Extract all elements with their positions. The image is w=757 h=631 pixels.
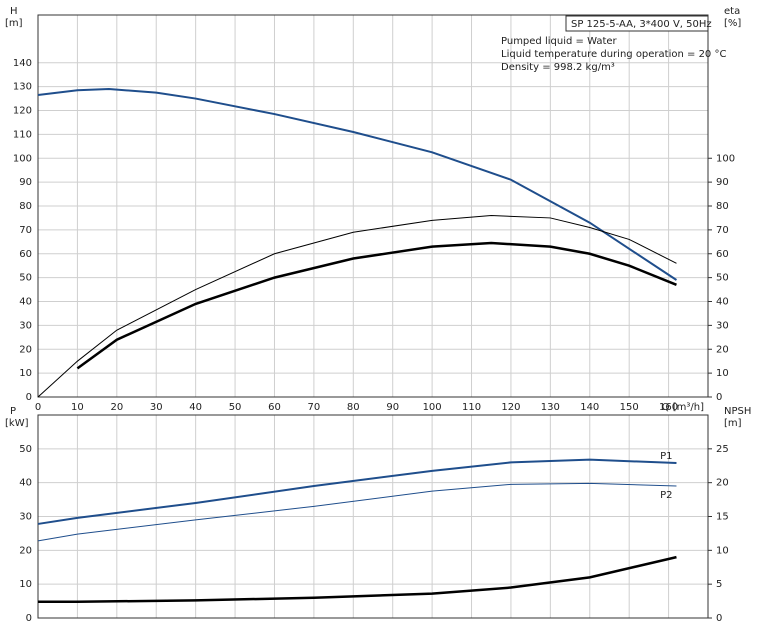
y2-tick-label: 50 bbox=[716, 273, 729, 284]
annotation-box bbox=[565, 15, 709, 32]
y2-tick-label: 10 bbox=[716, 545, 729, 556]
y2-tick-label: 20 bbox=[716, 478, 729, 489]
x-tick-label: 80 bbox=[347, 402, 360, 413]
series-line bbox=[38, 555, 677, 604]
y-tick-label: 70 bbox=[19, 225, 32, 236]
y2-tick-label: 0 bbox=[716, 392, 722, 403]
y2-tick-label: 20 bbox=[716, 344, 729, 355]
y2-tick-label: 0 bbox=[716, 613, 722, 624]
y-tick-label: 40 bbox=[19, 478, 32, 489]
y2-tick-label: 10 bbox=[716, 368, 729, 379]
y2-unit: [m] bbox=[724, 418, 742, 429]
y2-tick-label: 40 bbox=[716, 297, 729, 308]
x-tick-label: 20 bbox=[110, 402, 123, 413]
y-label: P bbox=[10, 406, 16, 417]
x-tick-label: 50 bbox=[229, 402, 242, 413]
y2-label: NPSH bbox=[724, 406, 751, 417]
x-tick-label: 30 bbox=[150, 402, 163, 413]
y2-unit: [%] bbox=[724, 18, 741, 29]
annotation: Pumped liquid = Water bbox=[501, 36, 618, 47]
x-tick-label: 110 bbox=[462, 402, 481, 413]
x-label: Q [m³/h] bbox=[662, 402, 704, 413]
x-tick-label: 100 bbox=[423, 402, 442, 413]
y-tick-label: 20 bbox=[19, 545, 32, 556]
y2-tick-label: 60 bbox=[716, 249, 729, 260]
y-tick-label: 30 bbox=[19, 320, 32, 331]
x-tick-label: 60 bbox=[268, 402, 281, 413]
x-tick-label: 0 bbox=[35, 402, 41, 413]
y-tick-label: 80 bbox=[19, 201, 32, 212]
y-unit: [m] bbox=[5, 18, 23, 29]
y-tick-label: 140 bbox=[13, 58, 32, 69]
series-line bbox=[37, 482, 677, 542]
y-tick-label: 120 bbox=[13, 106, 32, 117]
x-tick-label: 90 bbox=[386, 402, 399, 413]
y-tick-label: 0 bbox=[26, 613, 32, 624]
y-unit: [kW] bbox=[5, 418, 29, 429]
plot-frame bbox=[37, 414, 709, 619]
y-tick-label: 10 bbox=[19, 579, 32, 590]
x-tick-label: 160 bbox=[659, 402, 678, 413]
series-line bbox=[37, 88, 678, 281]
y-label: H bbox=[10, 6, 18, 17]
y2-tick-label: 80 bbox=[716, 201, 729, 212]
y-tick-label: 10 bbox=[19, 368, 32, 379]
y2-tick-label: 90 bbox=[716, 177, 729, 188]
y-tick-label: 100 bbox=[13, 153, 32, 164]
series-line bbox=[76, 241, 677, 370]
y2-tick-label: 5 bbox=[716, 579, 722, 590]
plot-frame bbox=[37, 14, 709, 398]
x-tick-label: 150 bbox=[620, 402, 639, 413]
y2-tick-label: 25 bbox=[716, 444, 729, 455]
y-tick-label: 50 bbox=[19, 273, 32, 284]
x-tick-label: 40 bbox=[189, 402, 202, 413]
y-tick-label: 20 bbox=[19, 344, 32, 355]
y2-label: eta bbox=[724, 6, 740, 17]
x-tick-label: 130 bbox=[541, 402, 560, 413]
y-tick-label: 50 bbox=[19, 444, 32, 455]
y-tick-label: 110 bbox=[13, 129, 32, 140]
series-line bbox=[37, 458, 677, 525]
x-tick-label: 70 bbox=[308, 402, 321, 413]
y2-tick-label: 100 bbox=[716, 153, 735, 164]
series-label: P1 bbox=[660, 451, 672, 462]
y-tick-label: 130 bbox=[13, 82, 32, 93]
y-tick-label: 60 bbox=[19, 249, 32, 260]
y2-tick-label: 70 bbox=[716, 225, 729, 236]
x-tick-label: 10 bbox=[71, 402, 84, 413]
y2-tick-label: 30 bbox=[716, 320, 729, 331]
y-tick-label: 30 bbox=[19, 512, 32, 523]
y2-tick-label: 15 bbox=[716, 512, 729, 523]
series-label: P2 bbox=[660, 490, 672, 501]
annotation: Liquid temperature during operation = 20… bbox=[501, 49, 726, 60]
x-tick-label: 140 bbox=[580, 402, 599, 413]
series-line bbox=[37, 215, 677, 398]
y-tick-label: 40 bbox=[19, 297, 32, 308]
y-tick-label: 0 bbox=[26, 392, 32, 403]
x-tick-label: 120 bbox=[501, 402, 520, 413]
y-tick-label: 90 bbox=[19, 177, 32, 188]
annotation: Density = 998.2 kg/m³ bbox=[501, 62, 615, 73]
annotation: SP 125-5-AA, 3*400 V, 50Hz bbox=[571, 19, 712, 30]
